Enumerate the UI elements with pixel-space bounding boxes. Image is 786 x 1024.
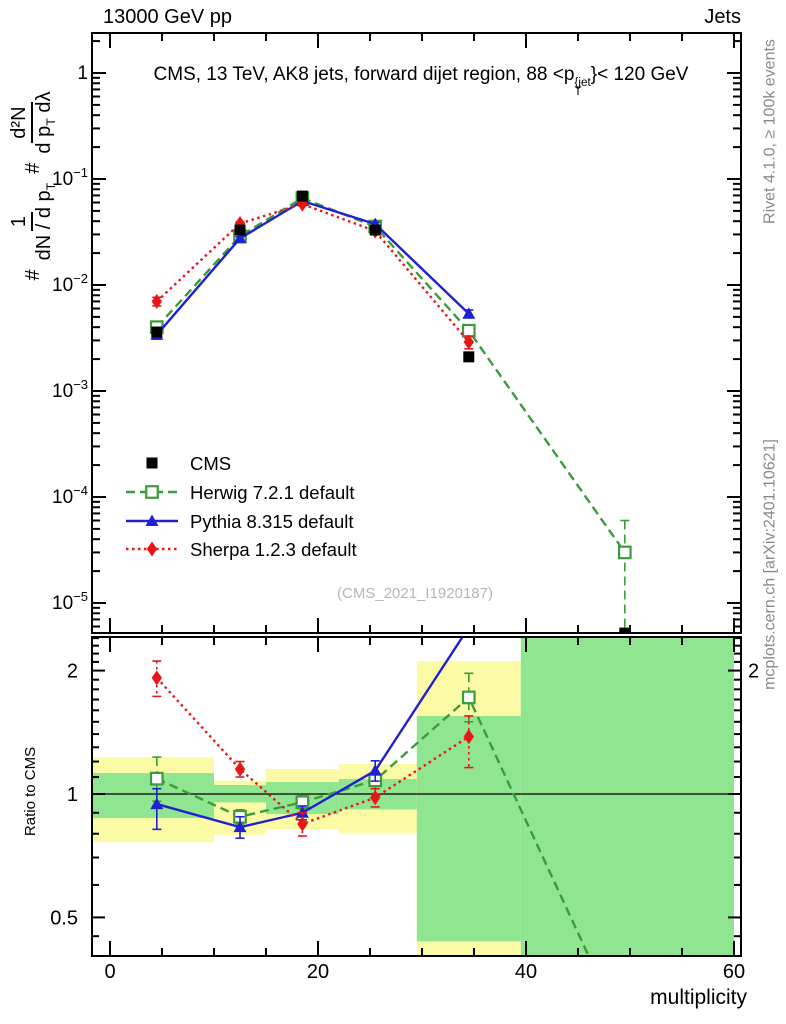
plot-title-text: CMS, 13 TeV, AK8 jets, forward dijet reg… <box>153 64 575 85</box>
ratio-y-tick-label-left: 1 <box>67 784 78 806</box>
legend-label-cms: CMS <box>190 453 231 474</box>
plot-title-supsub: {jet T <box>574 75 591 99</box>
plot-title: CMS, 13 TeV, AK8 jets, forward dijet reg… <box>92 64 750 99</box>
pythia-marker <box>233 231 247 244</box>
sherpa-marker <box>463 334 474 350</box>
sherpa-marker <box>151 670 162 686</box>
mcplots-arxiv-note: mcplots.cern.ch [arXiv:2401.10621] <box>761 439 779 690</box>
x-tick-label: 60 <box>723 961 745 983</box>
band-inner <box>520 637 734 956</box>
cms-marker <box>463 351 475 363</box>
ylabel-frac1-den: dN / d pT <box>32 182 58 261</box>
ylabel-hash-2: # <box>21 162 44 174</box>
main-series <box>149 190 632 633</box>
herwig-marker <box>617 545 632 560</box>
legend-label-pythia: Pythia 8.315 default <box>190 511 354 532</box>
main-y-axis-label: # 1 dN / d pT # d²N d pT dλ <box>8 24 58 348</box>
sherpa-line <box>155 202 470 343</box>
cms-marker <box>146 457 158 469</box>
ylabel-fraction-1: 1 dN / d pT <box>8 182 58 261</box>
main-y-tick-label: 10−5 <box>52 589 88 614</box>
ylabel-frac2-num: d²N <box>8 102 33 143</box>
main-y-tick-label: 10−4 <box>52 483 88 508</box>
ratio-y-tick-label-left: 2 <box>67 661 78 683</box>
analysis-id-watermark: (CMS_2021_I1920187) <box>337 585 493 602</box>
rivet-version-note: Rivet 4.1.0, ≥ 100k events <box>761 39 779 224</box>
pythia-marker <box>462 307 476 319</box>
cms-marker <box>151 326 163 338</box>
x-tick-label: 20 <box>307 961 329 983</box>
herwig-marker <box>149 771 164 786</box>
cms-marker <box>296 190 308 202</box>
x-tick-label: 0 <box>104 961 115 983</box>
legend-item-sherpa: Sherpa 1.2.3 default <box>126 539 357 560</box>
herwig-line <box>156 695 591 956</box>
sherpa-marker <box>234 761 246 777</box>
ratio-panel-frame <box>91 636 742 957</box>
axes <box>91 32 742 957</box>
ratio-uncertainty-bands <box>92 637 734 956</box>
ylabel-fraction-2: d²N d pT dλ <box>8 91 58 154</box>
ratio-y-tick-label-right: 2 <box>748 661 759 683</box>
pythia-marker <box>368 764 382 776</box>
ylabel-hash-1: # <box>21 269 44 281</box>
main-panel-frame <box>91 32 742 634</box>
legend-label-sherpa: Sherpa 1.2.3 default <box>190 539 357 560</box>
pythia-marker <box>145 514 159 526</box>
ratio-series <box>149 637 591 956</box>
sherpa-marker <box>234 216 246 232</box>
x-tick-label: 40 <box>515 961 537 983</box>
beam-energy-label: 13000 GeV pp <box>103 6 232 28</box>
cms-marker <box>619 627 631 633</box>
main-y-tick-label: 10−2 <box>52 271 88 296</box>
legend-label-herwig: Herwig 7.2.1 default <box>190 482 355 503</box>
plot-title-tail: }< 120 GeV <box>590 64 689 85</box>
sherpa-marker <box>151 293 162 309</box>
plot-title-sub: T <box>574 85 582 99</box>
cms-marker <box>234 224 246 236</box>
band-inner <box>416 715 521 942</box>
pythia-marker <box>233 820 247 833</box>
herwig-marker <box>461 690 476 705</box>
sherpa-marker <box>463 729 474 745</box>
sherpa-marker <box>297 816 308 832</box>
ylabel-frac2-den: d pT dλ <box>32 91 58 154</box>
legend: CMS Herwig 7.2.1 default Pythia 8.315 defa… <box>126 453 357 560</box>
analysis-group-label: Jets <box>704 6 741 28</box>
legend-item-herwig: Herwig 7.2.1 default <box>126 482 355 503</box>
sherpa-marker <box>370 790 381 806</box>
pythia-line <box>155 199 470 336</box>
ratio-y-tick-label-left: 0.5 <box>50 907 78 929</box>
herwig-line <box>155 196 626 554</box>
main-y-tick-label: 10−3 <box>52 377 88 402</box>
plot-title-sup: {jet <box>574 75 591 89</box>
pythia-marker <box>150 797 164 810</box>
cms-marker <box>369 224 381 236</box>
x-axis-label: multiplicity <box>650 986 747 1009</box>
ylabel-frac1-num: 1 <box>8 211 33 232</box>
herwig-marker <box>145 485 159 499</box>
legend-item-cms: CMS <box>146 453 231 474</box>
ratio-y-axis-label: Ratio to CMS <box>22 746 39 837</box>
sherpa-marker <box>146 541 158 557</box>
legend-item-pythia: Pythia 8.315 default <box>126 511 354 532</box>
main-y-tick-label: 1 <box>77 63 88 84</box>
